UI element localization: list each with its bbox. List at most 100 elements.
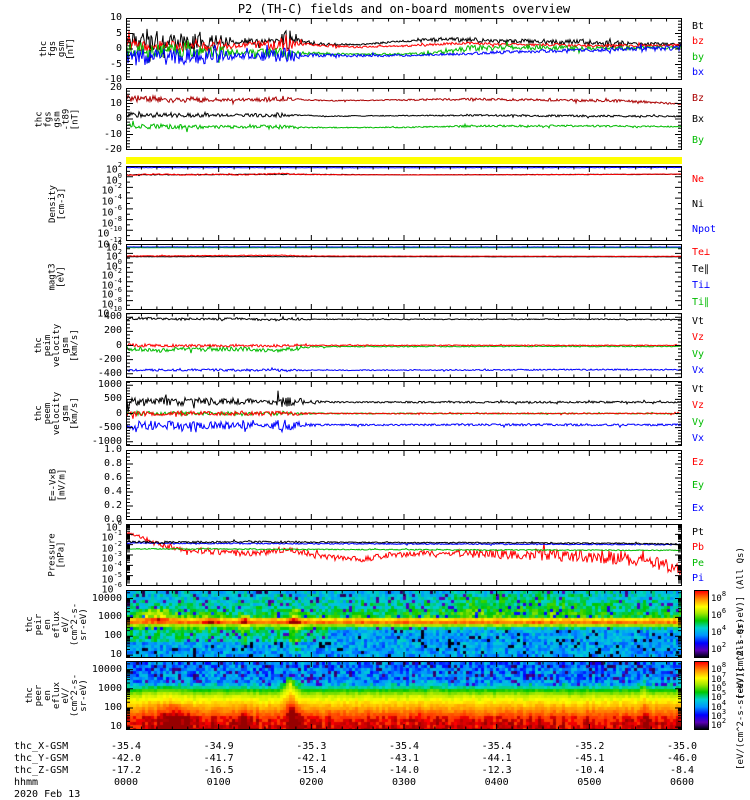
legend-label-bx: Bx <box>692 114 705 125</box>
y-tick-label: 100 <box>105 519 122 534</box>
y-tick-label: 1.0 <box>103 444 122 455</box>
y-tick-label: 10-4 <box>101 276 122 292</box>
panel-box <box>126 661 682 730</box>
legend-label-npot: Npot <box>692 223 717 235</box>
ephemeris-value: -42.0 <box>110 753 142 764</box>
ephemeris-value: -35.4 <box>110 741 142 752</box>
trace-pi <box>126 541 682 546</box>
panel-peer_spec <box>126 661 682 730</box>
y-tick-label: 20 <box>109 82 122 93</box>
time-tick-label: 0100 <box>206 777 231 788</box>
trace-ne <box>126 172 682 177</box>
panel-fgs_gsm <box>126 18 682 80</box>
trace-bt <box>126 28 682 62</box>
trace-vz <box>126 409 682 419</box>
ephemeris-value: -34.9 <box>203 741 234 752</box>
axis-ticks <box>126 381 682 446</box>
ylabel-fgs_gsm_t89: thc fgs gsm -t89 [nT] <box>34 108 81 130</box>
axis-ticks <box>126 662 682 730</box>
y-tick-label: -20 <box>103 144 122 155</box>
y-tick-label: 102 <box>105 248 122 263</box>
time-tick-label: 0500 <box>577 777 602 788</box>
legend-label-pb: Pb <box>692 542 705 554</box>
y-tick-label: 200 <box>103 325 122 337</box>
axis-ticks <box>126 166 682 241</box>
ylabel-efield: E=-V×B [mV/m] <box>47 468 67 502</box>
legend-label-vz: Vz <box>692 332 705 344</box>
ephemeris-value: -16.5 <box>203 765 234 776</box>
y-tick-label: 10-10 <box>97 225 122 240</box>
ylabel-fgs_gsm: thc fgs gsm [nT] <box>39 38 76 60</box>
ephemeris-row-label: thc_Z-GSM <box>14 765 69 776</box>
y-tick-label: 10-3 <box>101 550 122 565</box>
panel-box <box>126 313 682 378</box>
ephemeris-value: -35.4 <box>388 741 420 752</box>
legend-label-vy: Vy <box>692 348 705 360</box>
legend-label-ez: Ez <box>692 456 705 468</box>
trace-te-perp <box>126 254 682 258</box>
colorbar-tick-label: 104 <box>711 624 727 639</box>
time-tick-label: 0000 <box>113 777 139 788</box>
y-tick-label: 0 <box>115 43 122 54</box>
panel-magt3 <box>126 244 682 310</box>
ylabel-wrap-fgs_gsm_t89: thc fgs gsm -t89 [nT] <box>18 88 98 150</box>
y-tick-label: 10-6 <box>101 203 122 219</box>
trace-pe <box>126 547 682 552</box>
panel-svg-peem_vel <box>126 381 682 446</box>
ephemeris-value: -46.0 <box>666 753 698 764</box>
panel-peim_vel <box>126 313 682 378</box>
axis-ticks <box>126 18 682 80</box>
legend-label-by: by <box>692 51 705 63</box>
y-tick-label: -200 <box>97 353 122 365</box>
y-tick-label: 1000 <box>97 379 122 391</box>
panel-box <box>126 450 682 520</box>
panel-svg-fgs_gsm_t89 <box>126 88 682 150</box>
ephemeris-value: -42.1 <box>296 753 327 764</box>
legend-label-te: Te⊥ <box>692 247 711 259</box>
ephemeris-value: -43.1 <box>388 753 420 764</box>
mode-bar <box>126 157 682 164</box>
colorbar-tick-label: 102 <box>711 641 727 656</box>
y-tick-label: 10000 <box>91 592 122 604</box>
y-tick-label: 100 <box>105 171 122 187</box>
legend-label-vy: Vy <box>692 416 705 428</box>
y-tick-label: 100 <box>103 701 122 713</box>
y-tick-label: 0.4 <box>103 486 122 497</box>
legend-label-vx: Vx <box>692 432 705 444</box>
y-tick-label: -10 <box>103 128 122 140</box>
legend-label-vt: Vt <box>692 384 705 396</box>
ylabel-wrap-efield: E=-V×B [mV/m] <box>18 450 98 520</box>
ylabel-peim_vel: thc peim velocity gsm [km/s] <box>34 323 81 368</box>
panel-svg-pressure <box>126 524 682 586</box>
y-tick-label: 10-6 <box>101 286 122 301</box>
ylabel-peem_vel: thc peem velocity gsm [km/s] <box>34 391 81 436</box>
time-tick-label: 0400 <box>484 777 509 788</box>
panel-svg-magt3 <box>126 244 682 310</box>
axis-ticks <box>126 524 682 586</box>
ylabel-peer_spec: thc peer en eflux eV/ (cm^2-s- sr-eV) <box>25 673 90 718</box>
colorbar-tick-label: 107 <box>711 670 727 685</box>
legend-label-vt: Vt <box>692 316 705 328</box>
ephemeris-value: -45.1 <box>574 753 605 764</box>
y-tick-label: 10-1 <box>101 529 122 544</box>
y-tick-label: 10-8 <box>101 214 122 229</box>
panel-svg-peim_vel <box>126 313 682 378</box>
y-tick-label: -5 <box>109 58 122 70</box>
y-tick-label: 0.6 <box>103 472 122 483</box>
ephemeris-row-label: thc_X-GSM <box>14 741 69 752</box>
panel-svg-efield <box>126 450 682 520</box>
legend-label-bx: bx <box>692 67 705 79</box>
colorbar-tick-label: 105 <box>711 689 727 704</box>
ylabel-wrap-fgs_gsm: thc fgs gsm [nT] <box>18 18 98 80</box>
legend-label-ne: Ne <box>692 173 705 185</box>
panel-box <box>126 18 682 80</box>
ylabel-density: Density [cm-3] <box>48 184 67 223</box>
y-tick-label: 0.2 <box>103 500 122 511</box>
panel-efield <box>126 450 682 520</box>
y-tick-label: 0 <box>115 339 122 351</box>
y-tick-label: 0 <box>115 113 122 124</box>
ephemeris-value: -41.7 <box>203 753 234 764</box>
ephemeris-value: -44.1 <box>481 753 512 764</box>
y-tick-label: 400 <box>103 311 122 323</box>
